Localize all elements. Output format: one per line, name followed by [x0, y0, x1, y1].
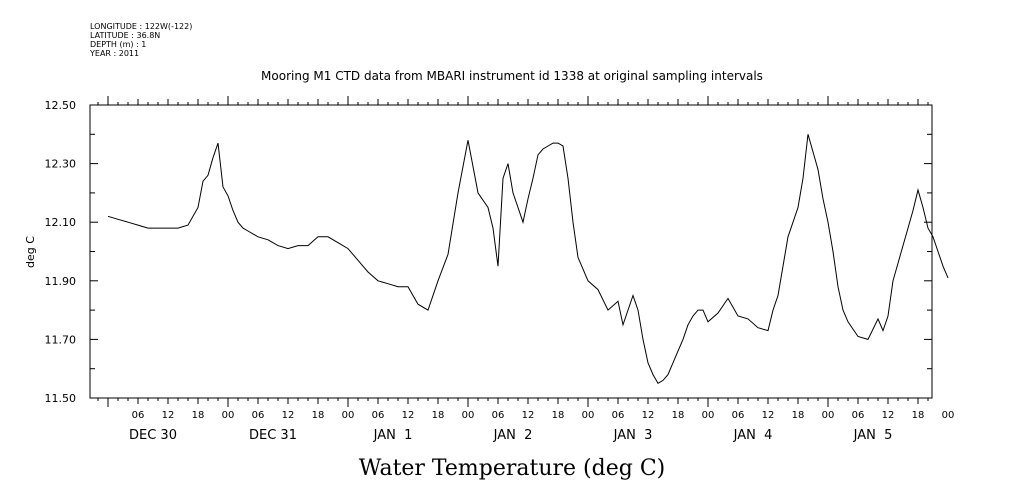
x-tick-label: 12	[282, 410, 295, 421]
meta-longitude: LONGITUDE : 122W(-122)	[90, 22, 193, 31]
day-label: JAN 2	[493, 428, 533, 443]
x-tick-label: 18	[312, 410, 325, 421]
y-tick-label: 12.50	[45, 99, 77, 112]
day-label: JAN 3	[613, 428, 653, 443]
y-tick-label: 11.90	[45, 275, 77, 288]
day-label: JAN 5	[853, 428, 893, 443]
x-tick-label: 12	[762, 410, 775, 421]
x-tick-label: 00	[342, 410, 355, 421]
day-label: JAN 4	[733, 428, 773, 443]
meta-year: YEAR : 2011	[90, 49, 140, 58]
x-tick-label: 00	[942, 410, 955, 421]
x-tick-label: 12	[402, 410, 415, 421]
x-tick-label: 06	[732, 410, 745, 421]
x-tick-label: 06	[612, 410, 625, 421]
x-tick-label: 12	[522, 410, 535, 421]
x-tick-label: 18	[912, 410, 925, 421]
day-label: DEC 31	[249, 428, 297, 443]
x-tick-label: 06	[132, 410, 145, 421]
y-tick-labels: 11.50 11.70 11.90 12.10 12.30 12.50	[45, 99, 77, 405]
y-tick-label: 11.70	[45, 333, 77, 346]
day-labels: DEC 30 DEC 31 JAN 1 JAN 2 JAN 3 JAN 4 JAN 5	[129, 428, 892, 443]
day-label: JAN 1	[373, 428, 413, 443]
x-tick-label: 06	[852, 410, 865, 421]
x-tick-label: 00	[702, 410, 715, 421]
x-tick-label: 06	[492, 410, 505, 421]
x-tick-label: 06	[372, 410, 385, 421]
chart-title: Mooring M1 CTD data from MBARI instrumen…	[261, 69, 763, 83]
metadata-block: LONGITUDE : 122W(-122) LATITUDE : 36.8N …	[90, 22, 192, 58]
meta-latitude: LATITUDE : 36.8N	[90, 31, 161, 40]
series-line	[107, 134, 949, 384]
axis-ticks	[90, 96, 932, 407]
y-axis-label: deg C	[24, 236, 37, 268]
x-tick-label: 18	[792, 410, 805, 421]
x-tick-label: 18	[432, 410, 445, 421]
x-tick-labels: 06 12 18 00 06 12 18 00 06 12 18 00 06 12 18 00 06 12 18 00…	[132, 410, 955, 421]
x-tick-label: 12	[882, 410, 895, 421]
y-tick-label: 12.10	[45, 216, 77, 229]
x-axis-label: Water Temperature (deg C)	[359, 456, 666, 481]
x-tick-label: 00	[462, 410, 475, 421]
meta-depth: DEPTH (m) : 1	[90, 40, 147, 49]
x-tick-label: 12	[642, 410, 655, 421]
x-tick-label: 12	[162, 410, 175, 421]
x-tick-label: 00	[822, 410, 835, 421]
x-tick-label: 18	[192, 410, 205, 421]
x-tick-label: 18	[552, 410, 565, 421]
x-tick-label: 00	[582, 410, 595, 421]
x-tick-label: 00	[222, 410, 235, 421]
y-tick-label: 12.30	[45, 158, 77, 171]
y-tick-label: 11.50	[45, 392, 77, 405]
x-tick-label: 18	[672, 410, 685, 421]
x-tick-label: 06	[252, 410, 265, 421]
day-label: DEC 30	[129, 428, 177, 443]
